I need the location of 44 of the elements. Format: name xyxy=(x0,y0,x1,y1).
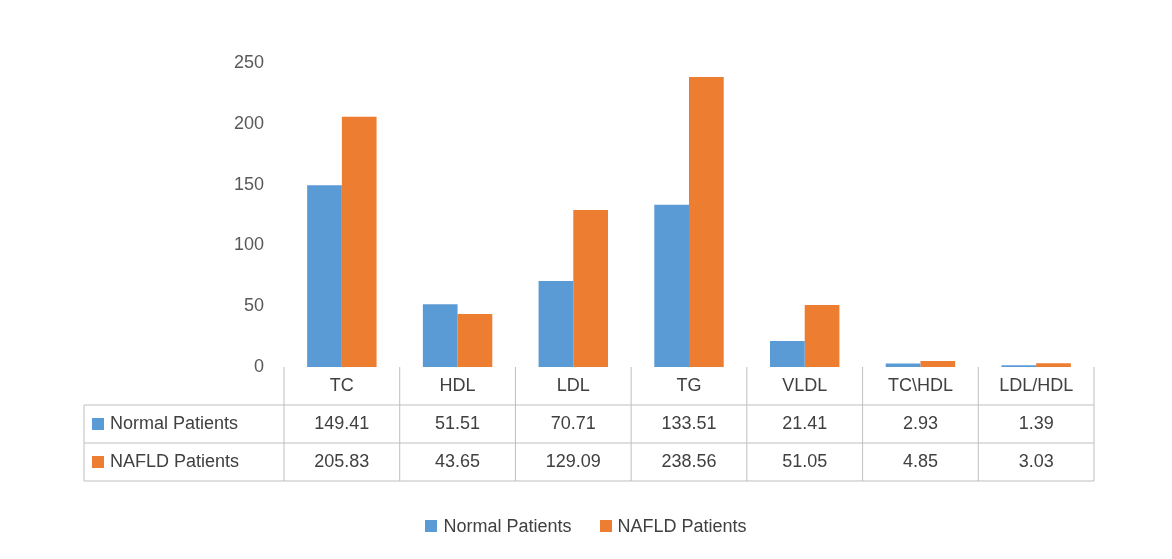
x-tick-label: TG xyxy=(676,374,702,395)
data-label: 51.05 xyxy=(782,450,828,471)
data-label: 1.39 xyxy=(1018,412,1054,433)
bar xyxy=(654,204,689,367)
data-label: 70.71 xyxy=(550,412,596,433)
y-tick-label: 200 xyxy=(233,112,264,133)
data-label: 4.85 xyxy=(902,450,938,471)
data-label: 51.51 xyxy=(435,412,481,433)
data-label: 133.51 xyxy=(661,412,717,433)
bar xyxy=(341,116,377,367)
x-tick-label: TC xyxy=(329,374,354,395)
data-label: 21.41 xyxy=(782,412,828,433)
x-tick-label: LDL xyxy=(556,374,590,395)
x-tick-label: TC\HDL xyxy=(887,374,953,395)
bar xyxy=(457,313,493,367)
y-tick-label: 0 xyxy=(253,355,264,376)
y-tick-label: 150 xyxy=(233,173,264,194)
x-tick-label: HDL xyxy=(439,374,476,395)
data-label: 3.03 xyxy=(1018,450,1054,471)
data-label: 205.83 xyxy=(314,450,370,471)
bar xyxy=(920,361,956,367)
bar xyxy=(538,281,574,367)
data-label: 2.93 xyxy=(902,412,938,433)
legend-label: Normal Patients xyxy=(110,412,239,433)
bar xyxy=(422,304,458,367)
y-tick-label: 50 xyxy=(243,295,264,316)
bar xyxy=(689,76,724,367)
data-label: 149.41 xyxy=(314,412,370,433)
text: NAFLD Patients xyxy=(617,515,747,536)
data-label: 129.09 xyxy=(545,450,601,471)
x-tick-label: LDL/HDL xyxy=(999,374,1074,395)
bar xyxy=(307,185,342,367)
y-tick-label: 250 xyxy=(233,51,264,72)
data-label: 238.56 xyxy=(661,450,717,471)
data-label: 43.65 xyxy=(435,450,481,471)
legend-label: NAFLD Patients xyxy=(110,450,240,471)
bar xyxy=(804,304,840,367)
bar xyxy=(885,363,921,367)
bar xyxy=(573,210,608,367)
bar xyxy=(770,340,805,367)
text: Normal Patients xyxy=(443,515,572,536)
bar xyxy=(1036,363,1071,367)
x-tick-label: VLDL xyxy=(782,374,828,395)
y-tick-label: 100 xyxy=(233,234,264,255)
